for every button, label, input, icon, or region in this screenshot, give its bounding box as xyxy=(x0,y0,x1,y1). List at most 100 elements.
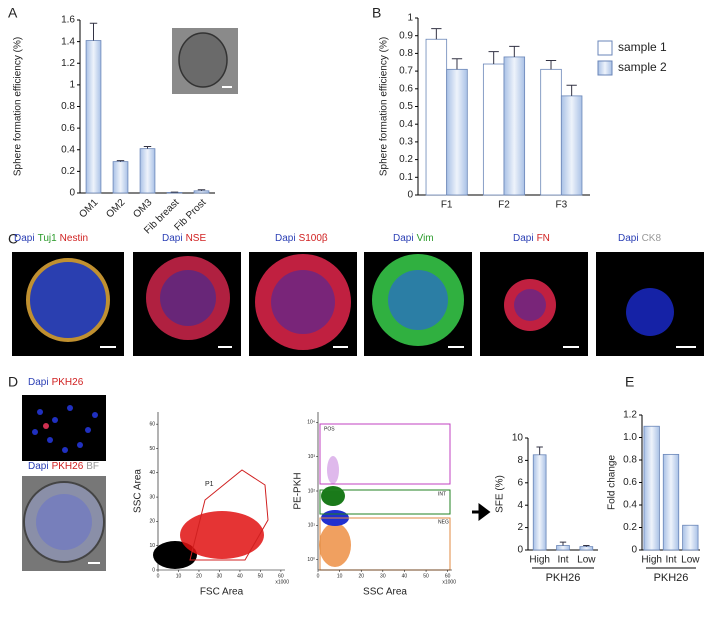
x-tick-label: High xyxy=(529,555,550,566)
caption-word: Vim xyxy=(417,233,434,244)
y-tick-label: 0.9 xyxy=(399,30,413,41)
legend-label: sample 2 xyxy=(618,60,667,74)
x-tick-label: Low xyxy=(681,555,700,566)
y-tick-label: 0.5 xyxy=(399,101,413,112)
panel-label: D xyxy=(8,374,18,390)
y-tick-label: 20 xyxy=(149,519,155,525)
y-tick-label: 0.3 xyxy=(399,137,413,148)
x-axis-label: PKH26 xyxy=(546,572,581,584)
caption-word: Nestin xyxy=(60,233,88,244)
y-tick-label: 0.8 xyxy=(623,455,637,466)
bar xyxy=(643,425,660,551)
bar xyxy=(503,56,526,196)
x-axis-label: PKH26 xyxy=(654,572,689,584)
error-bar xyxy=(566,84,577,96)
y-tick-label: 0 xyxy=(152,567,155,573)
y-tick-label: 10 xyxy=(149,543,155,549)
bar xyxy=(193,190,210,194)
image-row xyxy=(12,252,704,356)
bar xyxy=(85,40,102,194)
bar xyxy=(139,148,156,194)
x-tick-label: 0 xyxy=(157,573,160,579)
caption: Dapi NSE xyxy=(162,233,206,244)
y-tick-label: 1.0 xyxy=(623,432,637,443)
caption: Dapi PKH26 xyxy=(28,377,84,388)
caption-word: Dapi xyxy=(275,233,296,244)
caption-word: FN xyxy=(537,233,550,244)
caption: Dapi FN xyxy=(513,233,550,244)
caption-word: CK8 xyxy=(642,233,662,244)
bar xyxy=(482,63,505,196)
y-axis-label: SSC Area xyxy=(133,469,144,513)
caption-word: NSE xyxy=(186,233,207,244)
x-tick-label: 0 xyxy=(317,573,320,579)
x-axis-label: FSC Area xyxy=(200,587,244,598)
x-tick-label: F1 xyxy=(441,200,453,211)
caption-word: Dapi xyxy=(393,233,414,244)
x-tick-label: F2 xyxy=(498,200,510,211)
y-tick-label: 0.2 xyxy=(399,154,413,165)
x-tick-label: 50 xyxy=(258,573,264,579)
gate-label: INT xyxy=(438,491,446,497)
arrow xyxy=(472,503,491,521)
y-tick-label: 10¹ xyxy=(308,523,316,529)
error-bar xyxy=(89,22,98,41)
panel-label: E xyxy=(625,374,634,390)
caption-word: Tuj1 xyxy=(38,233,58,244)
caption-word: Dapi xyxy=(28,377,49,388)
error-bar xyxy=(583,545,590,547)
error-bar xyxy=(536,446,543,455)
y-tick-label: 0.2 xyxy=(61,166,75,177)
y-tick-label: 1.2 xyxy=(623,410,637,421)
gate-label: NEG xyxy=(438,519,449,525)
y-tick-label: 8 xyxy=(517,455,523,466)
bar xyxy=(425,38,448,196)
error-bar xyxy=(197,189,206,191)
caption-word: Dapi xyxy=(513,233,534,244)
y-tick-label: 0.6 xyxy=(623,477,637,488)
y-axis-label: Fold change xyxy=(607,455,618,510)
y-tick-label: 0.2 xyxy=(623,522,637,533)
bar xyxy=(556,545,570,551)
flow-events xyxy=(153,423,451,571)
y-tick-label: 1.2 xyxy=(61,58,75,69)
gate-label: P1 xyxy=(205,481,214,488)
y-axis-label: Sphere formation efficiency (%) xyxy=(379,37,390,176)
y-tick-label: 0.6 xyxy=(61,123,75,134)
y-tick-label: 30 xyxy=(149,494,155,500)
x-tick-label: 30 xyxy=(380,573,386,579)
caption: Dapi CK8 xyxy=(618,233,661,244)
bar xyxy=(540,68,562,196)
x-tick-label: 40 xyxy=(402,573,408,579)
y-tick-label: 1.4 xyxy=(61,36,75,47)
y-tick-label: 10⁰ xyxy=(307,557,315,563)
sphere xyxy=(178,32,228,88)
x-tick-label: Low xyxy=(577,555,596,566)
bar xyxy=(560,95,583,196)
caption-word: BF xyxy=(86,461,99,472)
x-tick-label: OM1 xyxy=(77,197,100,220)
caption-word: Dapi xyxy=(618,233,639,244)
error-bar xyxy=(116,160,125,162)
caption-word: Dapi xyxy=(28,461,49,472)
y-tick-label: 10³ xyxy=(308,454,316,460)
y-axis-label: Sphere formation efficiency (%) xyxy=(13,37,24,176)
legend-swatch xyxy=(597,40,613,56)
y-tick-label: 50 xyxy=(149,446,155,452)
caption: Dapi Vim xyxy=(393,233,434,244)
x-tick-label: 10 xyxy=(176,573,182,579)
y-tick-label: 0.1 xyxy=(399,172,413,183)
unit-label: x1000 xyxy=(442,579,456,585)
bar xyxy=(112,161,129,194)
unit-label: x1000 xyxy=(275,579,289,585)
bar xyxy=(662,453,680,551)
error-bar xyxy=(545,59,557,70)
x-tick-label: 20 xyxy=(358,573,364,579)
y-tick-label: 0.4 xyxy=(61,144,75,155)
x-tick-label: 60 xyxy=(278,573,284,579)
error-bar xyxy=(509,45,520,57)
x-tick-label: High xyxy=(641,555,662,566)
y-tick-label: 1 xyxy=(407,13,413,24)
bar xyxy=(532,454,547,551)
